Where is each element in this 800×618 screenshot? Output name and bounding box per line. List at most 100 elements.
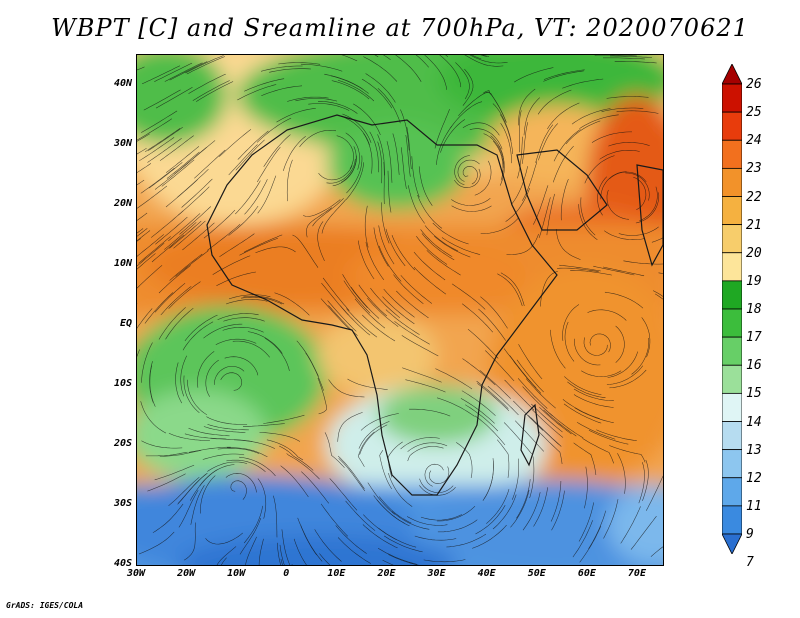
streamline <box>207 461 248 472</box>
colorbar-label: 9 <box>746 527 754 542</box>
streamline <box>543 70 584 82</box>
streamline <box>641 317 651 358</box>
latitude-label: 40N <box>113 78 132 89</box>
streamline <box>331 80 370 100</box>
streamline <box>531 403 563 433</box>
streamline <box>226 459 266 473</box>
streamline <box>540 270 558 307</box>
streamline <box>651 237 663 243</box>
streamline <box>597 176 607 216</box>
streamline <box>417 194 443 229</box>
streamline <box>530 417 562 447</box>
streamline <box>638 462 645 504</box>
streamline <box>241 296 283 305</box>
streamline <box>345 500 376 531</box>
streamline <box>141 65 181 85</box>
temperature-field <box>137 55 663 565</box>
streamline <box>518 88 536 126</box>
streamline <box>441 237 481 255</box>
colorbar-label: 16 <box>746 358 762 374</box>
streamline <box>197 351 215 388</box>
longitude-label: 30W <box>126 568 146 579</box>
streamline <box>535 124 554 163</box>
streamline <box>151 234 185 263</box>
streamline <box>264 337 290 371</box>
streamline <box>160 286 192 316</box>
colorbar-swatch <box>722 477 742 507</box>
streamline <box>529 456 535 499</box>
streamline <box>573 388 614 401</box>
streamline <box>418 166 433 206</box>
streamline <box>652 290 663 297</box>
streamline <box>421 233 455 261</box>
streamline <box>365 242 385 280</box>
streamline <box>378 496 412 524</box>
streamline <box>137 349 140 358</box>
streamline <box>286 159 293 202</box>
streamline <box>462 358 496 386</box>
streamline <box>479 370 511 399</box>
streamline <box>515 420 544 452</box>
streamline <box>190 485 205 525</box>
streamline <box>256 146 281 183</box>
streamline <box>492 103 512 141</box>
streamline <box>564 321 575 362</box>
streamline <box>388 473 413 507</box>
streamline <box>257 478 267 519</box>
streamline <box>220 372 243 391</box>
streamline <box>462 68 474 106</box>
streamline <box>259 432 301 442</box>
streamline <box>332 155 357 187</box>
streamline <box>451 205 492 212</box>
streamline <box>596 429 637 441</box>
streamline <box>504 379 535 411</box>
streamline <box>547 102 580 130</box>
streamline <box>482 460 494 501</box>
streamline <box>336 135 354 169</box>
streamline <box>328 379 365 398</box>
streamline <box>505 187 531 222</box>
streamline <box>377 547 417 565</box>
streamline <box>582 438 614 464</box>
streamline <box>329 478 358 511</box>
streamline <box>584 155 615 184</box>
longitude-label: 60E <box>577 568 596 579</box>
latitude-label: 10N <box>113 258 132 269</box>
streamline <box>137 185 168 209</box>
streamline <box>159 135 194 161</box>
streamline <box>511 166 528 205</box>
streamline <box>454 155 470 186</box>
streamline <box>606 365 644 385</box>
longitude-label: 30E <box>427 568 446 579</box>
streamline <box>141 440 183 449</box>
streamline <box>419 485 456 496</box>
streamline <box>602 266 645 277</box>
colorbar-swatch <box>722 336 742 366</box>
streamline <box>518 344 543 380</box>
streamline <box>571 108 611 125</box>
streamline <box>345 132 360 170</box>
longitude-label: 20W <box>177 568 196 579</box>
longitude-label: 50E <box>527 568 546 579</box>
streamline <box>141 342 153 383</box>
streamline <box>346 155 363 194</box>
streamline <box>396 290 429 319</box>
longitude-label: 40E <box>477 568 496 579</box>
colorbar-swatch <box>722 308 742 338</box>
streamline <box>414 535 457 541</box>
streamline <box>137 133 150 142</box>
colorbar-swatch <box>722 83 742 113</box>
streamline <box>168 281 201 309</box>
credit-text: GrADS: IGES/COLA <box>6 601 84 610</box>
streamline <box>385 309 420 335</box>
latitude-label: 20S <box>113 438 132 449</box>
streamline <box>434 235 471 258</box>
streamline <box>574 407 614 423</box>
streamline <box>563 403 602 424</box>
streamline <box>387 170 392 213</box>
streamline <box>609 369 647 389</box>
streamline <box>175 250 209 277</box>
streamline <box>516 359 544 393</box>
streamline <box>373 227 389 267</box>
streamlines <box>137 55 663 565</box>
